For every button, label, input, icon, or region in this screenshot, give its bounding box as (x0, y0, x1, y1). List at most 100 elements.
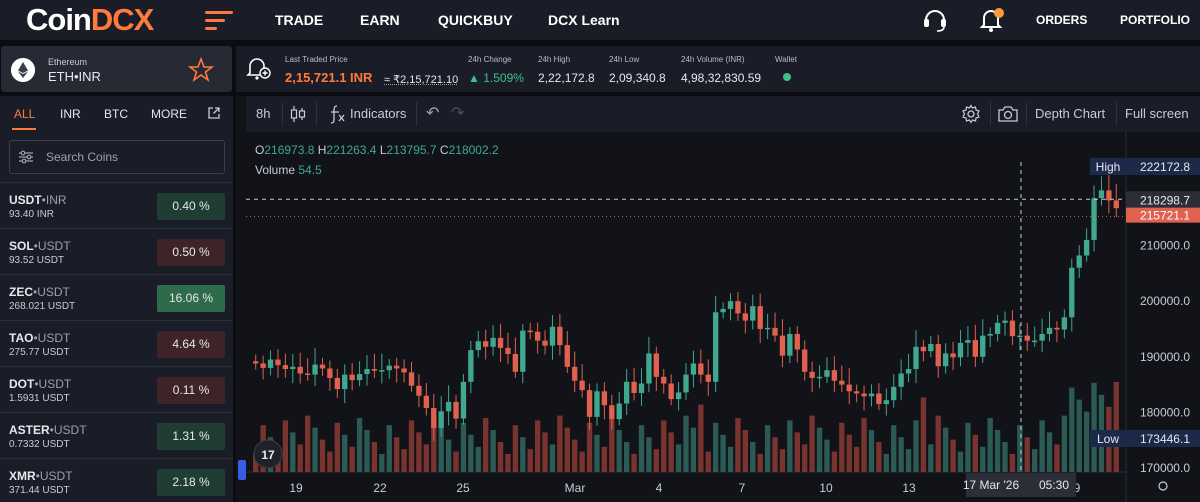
menu-icon[interactable] (205, 11, 235, 31)
filter-sliders-icon[interactable] (18, 150, 34, 164)
tab-btc[interactable]: BTC (104, 107, 128, 121)
candle (564, 345, 570, 367)
settings-gear-icon[interactable] (961, 104, 981, 124)
volume-bar (631, 454, 637, 472)
tab-more[interactable]: MORE (151, 107, 187, 121)
price-alert-bell-icon[interactable] (244, 54, 272, 82)
candle (1091, 198, 1097, 240)
volume-bar (1024, 437, 1030, 472)
coin-change-badge: 2.18 % (157, 469, 225, 496)
tab-inr[interactable]: INR (60, 107, 81, 121)
search-input[interactable] (46, 149, 216, 165)
coin-row-zec[interactable]: ZEC•USDT 268.021 USDT 16.06 % (0, 274, 233, 320)
candle (505, 347, 511, 354)
legend-volume: 54.5 (298, 163, 322, 177)
nav-orders[interactable]: ORDERS (1036, 13, 1088, 27)
nav-portfolio[interactable]: PORTFOLIO (1120, 13, 1190, 27)
volume-bar (356, 418, 363, 472)
volume-bar (401, 449, 407, 472)
pair-selector[interactable]: Ethereum ETH•INR (1, 46, 232, 92)
candle (972, 340, 979, 357)
candle (408, 372, 415, 386)
volume-bar (304, 415, 311, 472)
volume-bar (549, 444, 556, 472)
candle (779, 335, 786, 356)
crosshair-date-label: 17 Mar '26 (963, 478, 1020, 492)
coin-symbol: USDT•INR (9, 193, 67, 207)
candle (1083, 239, 1090, 256)
volume-bar (290, 432, 296, 472)
volume-bar (891, 425, 897, 472)
candle (638, 383, 645, 393)
x-tick-label: 25 (456, 481, 470, 495)
nav-earn[interactable]: EARN (360, 12, 400, 28)
coin-row-xmr[interactable]: XMR•USDT 371.44 USDT 2.18 % (0, 458, 233, 502)
candle (282, 365, 289, 370)
volume-bar (779, 449, 786, 472)
x-tick-label: 22 (373, 481, 387, 495)
candle (586, 390, 593, 417)
candle (601, 391, 608, 406)
coin-change-badge: 4.64 % (157, 331, 225, 358)
candle (549, 326, 556, 346)
candle (297, 366, 303, 374)
nav-quickbuy[interactable]: QUICKBUY (438, 12, 513, 28)
wallet-status-dot (783, 73, 791, 81)
candle (423, 395, 430, 408)
logo[interactable]: CoinDCX (26, 2, 154, 37)
external-link-icon[interactable] (207, 106, 221, 120)
volume-bar (735, 418, 741, 472)
volume-bar (490, 430, 496, 472)
candle (1024, 335, 1030, 341)
volume-bar (757, 454, 763, 472)
tradingview-logo-mark: 17 (261, 448, 275, 462)
redo-icon[interactable]: ↷ (451, 105, 465, 122)
high-tag-label: High (1096, 160, 1121, 174)
function-indicators-icon[interactable] (328, 104, 346, 124)
candle (1061, 317, 1068, 330)
volume-bar (772, 437, 778, 472)
drawing-panel-toggle[interactable] (238, 460, 246, 480)
coin-row-tao[interactable]: TAO•USDT 275.77 USDT 4.64 % (0, 320, 233, 366)
candle (957, 342, 964, 358)
coin-row-aster[interactable]: ASTER•USDT 0.7332 USDT 1.31 % (0, 412, 233, 458)
volume-bar (319, 439, 326, 472)
camera-screenshot-icon[interactable] (997, 104, 1019, 124)
coin-search (9, 140, 225, 174)
full-screen-button[interactable]: Full screen (1125, 106, 1189, 121)
undo-icon[interactable]: ↶ (426, 105, 440, 122)
price-chart[interactable]: 210000.0 200000.0 190000.0 180000.0 170000.0… (246, 132, 1200, 502)
volume-bar (423, 444, 430, 472)
candle (683, 374, 689, 393)
last-price-value: 2,15,721.1 INR (285, 70, 373, 85)
coin-row-usdt[interactable]: USDT•INR 93.40 INR 0.40 % (0, 182, 233, 228)
volume-bar (935, 415, 941, 472)
depth-chart-button[interactable]: Depth Chart (1035, 106, 1106, 121)
volume-bar (742, 430, 749, 472)
change-value: ▲ 1.509% (468, 71, 524, 85)
candle (371, 369, 378, 371)
nav-trade[interactable]: TRADE (275, 12, 324, 28)
pair-symbol: ETH•INR (48, 69, 101, 84)
candle (542, 340, 548, 346)
candle (356, 374, 363, 381)
candle (675, 392, 682, 400)
volume-bar (312, 427, 318, 472)
candle (1009, 320, 1016, 337)
candle (497, 337, 504, 348)
coin-row-dot[interactable]: DOT•USDT 1.5931 USDT 0.11 % (0, 366, 233, 412)
legend-high: 221263.4 (326, 143, 377, 157)
favorite-star-icon[interactable] (187, 56, 215, 84)
interval-button[interactable]: 8h (256, 106, 271, 121)
coin-row-sol[interactable]: SOL•USDT 93.52 USDT 0.50 % (0, 228, 233, 274)
candle (713, 312, 719, 382)
support-headset-icon[interactable] (920, 4, 950, 34)
tab-all[interactable]: ALL (14, 107, 36, 121)
coin-price: 93.40 INR (9, 209, 55, 220)
candles-icon[interactable] (290, 105, 306, 123)
nav-dcx-learn[interactable]: DCX Learn (548, 12, 620, 28)
coin-symbol: SOL•USDT (9, 239, 71, 253)
indicators-button[interactable]: Indicators (350, 106, 407, 121)
volume-bar (408, 420, 415, 472)
bell-icon[interactable] (976, 4, 1006, 34)
